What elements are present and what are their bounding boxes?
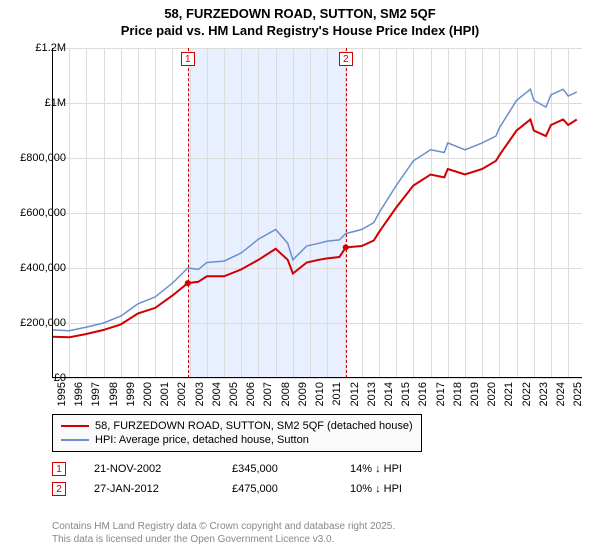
- x-tick-label: 2009: [297, 382, 309, 406]
- legend-label: 58, FURZEDOWN ROAD, SUTTON, SM2 5QF (det…: [95, 420, 413, 432]
- x-tick-label: 2015: [400, 382, 412, 406]
- x-tick-label: 2013: [366, 382, 378, 406]
- title-line-2: Price paid vs. HM Land Registry's House …: [0, 23, 600, 40]
- x-tick-label: 2017: [435, 382, 447, 406]
- x-tick-label: 2005: [228, 382, 240, 406]
- x-tick-label: 1998: [108, 382, 120, 406]
- x-tick-label: 2014: [383, 382, 395, 406]
- y-tick-label: £600,000: [20, 207, 66, 219]
- x-tick-label: 2002: [176, 382, 188, 406]
- line-series-svg: [52, 48, 582, 378]
- chart-container: 58, FURZEDOWN ROAD, SUTTON, SM2 5QF Pric…: [0, 0, 600, 560]
- series-hpi: [52, 89, 577, 330]
- sale-date: 21-NOV-2002: [94, 463, 204, 475]
- sale-hpi-diff: 14% ↓ HPI: [350, 463, 460, 475]
- axis-bottom: [52, 377, 582, 378]
- x-tick-label: 2003: [194, 382, 206, 406]
- x-tick-label: 2024: [555, 382, 567, 406]
- x-tick-label: 2025: [572, 382, 584, 406]
- x-tick-label: 2020: [486, 382, 498, 406]
- x-tick-label: 2004: [211, 382, 223, 406]
- x-tick-label: 2023: [538, 382, 550, 406]
- title-line-1: 58, FURZEDOWN ROAD, SUTTON, SM2 5QF: [0, 6, 600, 23]
- sale-row-marker: 1: [52, 462, 66, 476]
- sale-row: 2 27-JAN-2012 £475,000 10% ↓ HPI: [52, 482, 460, 496]
- grid-line-h: [52, 378, 582, 379]
- x-tick-label: 1995: [56, 382, 68, 406]
- y-tick-label: £1.2M: [35, 42, 66, 54]
- sale-row: 1 21-NOV-2002 £345,000 14% ↓ HPI: [52, 462, 460, 476]
- x-tick-label: 2001: [159, 382, 171, 406]
- x-tick-label: 1999: [125, 382, 137, 406]
- x-tick-label: 2007: [262, 382, 274, 406]
- sale-date: 27-JAN-2012: [94, 483, 204, 495]
- footer-line-2: This data is licensed under the Open Gov…: [52, 533, 395, 546]
- plot-area: 12: [52, 48, 582, 378]
- sale-point: [343, 244, 349, 250]
- x-tick-label: 2008: [280, 382, 292, 406]
- x-tick-label: 2012: [349, 382, 361, 406]
- y-tick-label: £200,000: [20, 317, 66, 329]
- sale-hpi-diff: 10% ↓ HPI: [350, 483, 460, 495]
- x-tick-label: 1996: [73, 382, 85, 406]
- legend-item: HPI: Average price, detached house, Sutt…: [61, 433, 413, 447]
- sale-row-marker: 2: [52, 482, 66, 496]
- legend-item: 58, FURZEDOWN ROAD, SUTTON, SM2 5QF (det…: [61, 419, 413, 433]
- sale-price: £475,000: [232, 483, 322, 495]
- footer-attribution: Contains HM Land Registry data © Crown c…: [52, 520, 395, 546]
- sale-price: £345,000: [232, 463, 322, 475]
- legend-box: 58, FURZEDOWN ROAD, SUTTON, SM2 5QF (det…: [52, 414, 422, 452]
- x-tick-label: 2006: [245, 382, 257, 406]
- x-tick-label: 2021: [503, 382, 515, 406]
- x-tick-label: 2011: [331, 382, 343, 406]
- series-price_paid: [52, 120, 577, 338]
- sales-table: 1 21-NOV-2002 £345,000 14% ↓ HPI 2 27-JAN-201…: [52, 462, 460, 502]
- y-tick-label: £400,000: [20, 262, 66, 274]
- x-tick-label: 1997: [90, 382, 102, 406]
- legend-label: HPI: Average price, detached house, Sutt…: [95, 434, 309, 446]
- x-tick-label: 2019: [469, 382, 481, 406]
- legend-swatch: [61, 425, 89, 427]
- x-tick-label: 2016: [417, 382, 429, 406]
- x-tick-label: 2000: [142, 382, 154, 406]
- y-tick-label: £800,000: [20, 152, 66, 164]
- x-tick-label: 2022: [521, 382, 533, 406]
- sale-point: [185, 280, 191, 286]
- footer-line-1: Contains HM Land Registry data © Crown c…: [52, 520, 395, 533]
- y-tick-label: £1M: [45, 97, 66, 109]
- x-tick-label: 2018: [452, 382, 464, 406]
- legend-swatch: [61, 439, 89, 441]
- x-tick-label: 2010: [314, 382, 326, 406]
- chart-title: 58, FURZEDOWN ROAD, SUTTON, SM2 5QF Pric…: [0, 0, 600, 40]
